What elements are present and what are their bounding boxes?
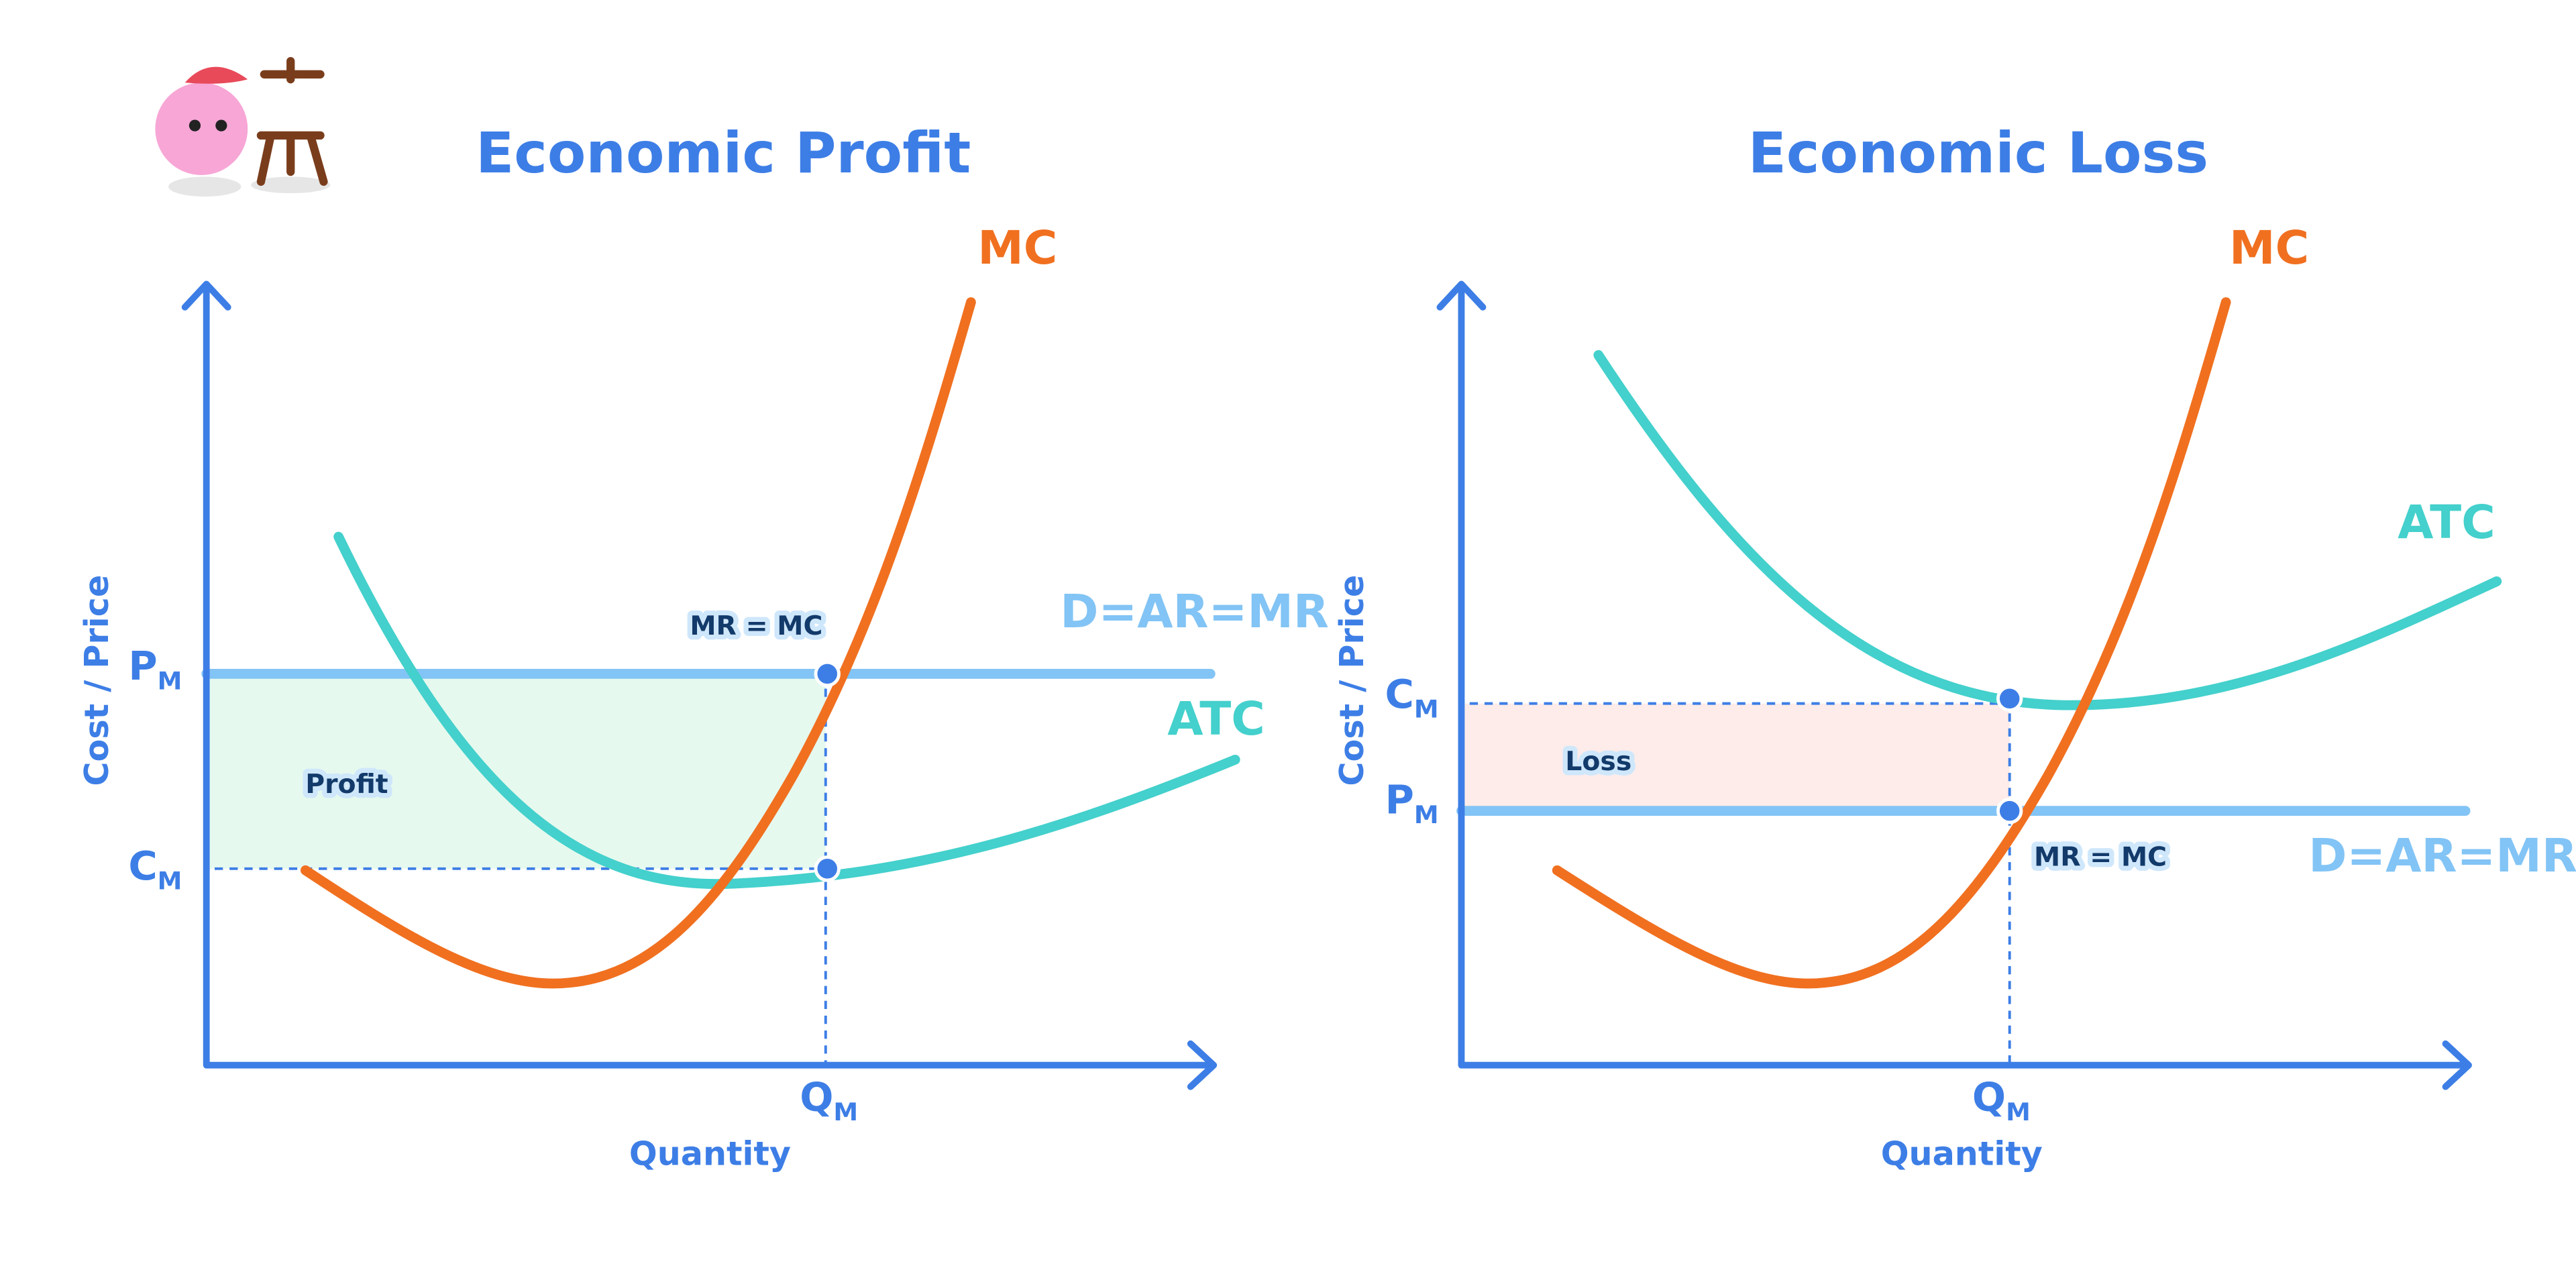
- equilibrium-point: [814, 660, 841, 688]
- panel-title: Economic Loss: [1748, 120, 2208, 186]
- price-label: PM: [1385, 776, 1439, 829]
- cost-label: CM: [1385, 671, 1439, 723]
- letter: C: [1385, 671, 1414, 717]
- letter: Q: [800, 1074, 833, 1120]
- mascot: [155, 56, 331, 197]
- panel-title: Economic Profit: [476, 120, 971, 186]
- loss-area: [1464, 703, 2010, 811]
- intersection-label: MR = MC: [2034, 842, 2167, 873]
- x-axis-label: Quantity: [1881, 1134, 2043, 1173]
- mc-label: MC: [977, 221, 1057, 275]
- price-label: PM: [128, 643, 182, 695]
- profit-panel: Economic Profit MC D=AR=MR ATC MR = MC P…: [77, 120, 1329, 1173]
- letter: P: [128, 643, 157, 689]
- y-axis-label: Cost / Price: [1332, 575, 1371, 786]
- atc-label: ATC: [2398, 496, 2496, 549]
- x-axis-label: Quantity: [629, 1134, 791, 1173]
- subscript: M: [1414, 694, 1439, 723]
- atc-curve: [1593, 350, 2502, 710]
- demand-label: D=AR=MR: [2308, 829, 2576, 883]
- intersection-label: MR = MC: [690, 611, 822, 641]
- mc-label: MC: [2229, 221, 2309, 275]
- cost-label: CM: [128, 843, 182, 895]
- mc-curve: [1552, 297, 2231, 989]
- loss-panel: Economic Loss MC ATC D=AR=MR MR = MC Los…: [1332, 120, 2576, 1173]
- subscript: M: [158, 866, 182, 895]
- subscript: M: [2006, 1098, 2031, 1126]
- area-label: Loss: [1565, 746, 1631, 777]
- cost-point: [814, 855, 841, 882]
- axes: [1436, 280, 2472, 1090]
- atc-curve: [333, 531, 1240, 890]
- letter: Q: [1972, 1074, 2006, 1120]
- cost-point: [1996, 685, 2023, 712]
- quantity-label: QM: [1972, 1074, 2031, 1126]
- axes: [181, 280, 1218, 1090]
- profit-area: [209, 677, 826, 869]
- subscript: M: [1414, 800, 1439, 829]
- letter: P: [1385, 776, 1414, 823]
- demand-label: D=AR=MR: [1060, 585, 1329, 639]
- letter: C: [128, 843, 157, 889]
- equilibrium-point: [1996, 797, 2023, 825]
- area-label: Profit: [305, 769, 388, 800]
- y-axis-label: Cost / Price: [77, 575, 116, 786]
- subscript: M: [833, 1098, 858, 1126]
- quantity-label: QM: [800, 1074, 858, 1126]
- atc-label: ATC: [1167, 692, 1265, 746]
- subscript: M: [158, 666, 182, 695]
- mc-curve: [301, 297, 976, 989]
